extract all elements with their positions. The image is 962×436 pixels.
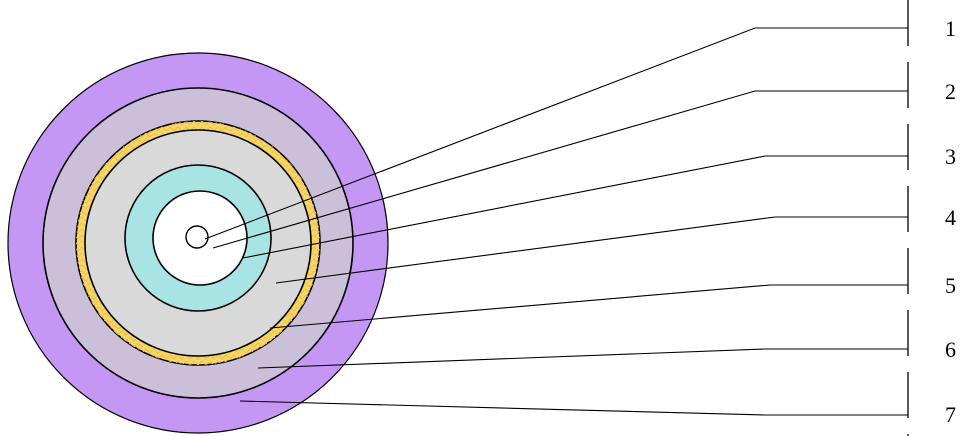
layer-1-center-conductor <box>185 225 209 249</box>
leader-line-6 <box>257 348 908 369</box>
callout-label-4: 4 <box>945 205 956 230</box>
callout-label-3: 3 <box>945 144 956 169</box>
callout-label-7: 7 <box>945 402 956 427</box>
leader-line-1 <box>204 27 908 240</box>
leader-lines <box>204 27 908 416</box>
leader-line-5 <box>269 284 908 329</box>
leader-line-2 <box>212 90 908 249</box>
leader-line-7 <box>239 400 908 416</box>
callout-label-1: 1 <box>945 16 956 41</box>
callout-labels: 1 2 3 4 5 6 7 <box>945 16 956 427</box>
callout-label-5: 5 <box>945 273 956 298</box>
leader-line-3 <box>242 155 908 259</box>
callout-label-6: 6 <box>945 337 956 362</box>
callout-label-2: 2 <box>945 79 956 104</box>
leader-line-4 <box>275 216 908 284</box>
